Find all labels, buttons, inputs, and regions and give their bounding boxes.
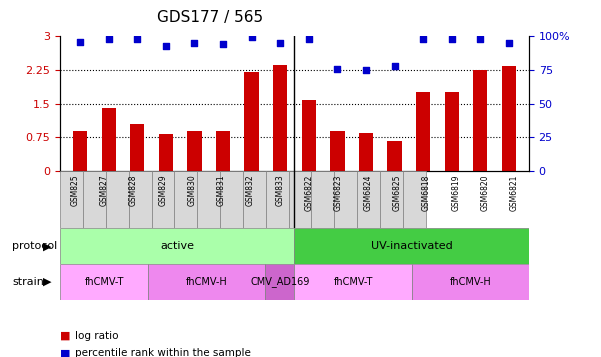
- Text: GSM827: GSM827: [100, 174, 109, 206]
- Bar: [359, 133, 373, 171]
- FancyBboxPatch shape: [412, 264, 529, 300]
- Text: ▶: ▶: [43, 277, 51, 287]
- Text: protocol: protocol: [12, 241, 57, 251]
- Text: fhCMV-T: fhCMV-T: [334, 277, 373, 287]
- Text: GSM6824: GSM6824: [363, 174, 372, 211]
- Bar: [273, 65, 287, 171]
- FancyBboxPatch shape: [311, 171, 334, 228]
- Text: GSM833: GSM833: [275, 174, 284, 206]
- Point: [161, 43, 171, 49]
- Text: fhCMV-H: fhCMV-H: [450, 277, 491, 287]
- Bar: [330, 131, 344, 171]
- Bar: [188, 131, 201, 171]
- Text: percentile rank within the sample: percentile rank within the sample: [75, 348, 251, 357]
- FancyBboxPatch shape: [294, 228, 529, 264]
- Text: GSM829: GSM829: [158, 174, 167, 206]
- FancyBboxPatch shape: [148, 264, 265, 300]
- Text: strain: strain: [12, 277, 44, 287]
- Point: [504, 40, 514, 46]
- Bar: [445, 92, 459, 171]
- Bar: [130, 124, 144, 171]
- FancyBboxPatch shape: [83, 171, 106, 228]
- Point: [75, 39, 85, 44]
- Text: ▶: ▶: [43, 241, 51, 251]
- FancyBboxPatch shape: [60, 264, 148, 300]
- Text: GSM6820: GSM6820: [480, 174, 489, 211]
- FancyBboxPatch shape: [380, 171, 403, 228]
- Text: ■: ■: [60, 348, 70, 357]
- Point: [447, 36, 457, 42]
- Point: [304, 36, 314, 42]
- FancyBboxPatch shape: [174, 171, 197, 228]
- Text: GSM831: GSM831: [217, 174, 226, 206]
- FancyBboxPatch shape: [266, 171, 288, 228]
- FancyBboxPatch shape: [403, 171, 426, 228]
- FancyBboxPatch shape: [60, 171, 83, 228]
- Text: GSM825: GSM825: [70, 174, 79, 206]
- FancyBboxPatch shape: [357, 171, 380, 228]
- FancyBboxPatch shape: [288, 171, 311, 228]
- Point: [418, 36, 428, 42]
- Point: [104, 36, 114, 42]
- Text: fhCMV-H: fhCMV-H: [186, 277, 227, 287]
- Bar: [245, 72, 259, 171]
- Text: GSM6822: GSM6822: [305, 174, 314, 211]
- Point: [218, 41, 228, 47]
- Text: active: active: [160, 241, 194, 251]
- Point: [361, 67, 371, 73]
- FancyBboxPatch shape: [129, 171, 151, 228]
- Text: fhCMV-T: fhCMV-T: [84, 277, 124, 287]
- Text: ■: ■: [60, 331, 70, 341]
- Bar: [473, 70, 487, 171]
- Bar: [502, 66, 516, 171]
- FancyBboxPatch shape: [60, 228, 294, 264]
- FancyBboxPatch shape: [106, 171, 129, 228]
- Bar: [102, 108, 116, 171]
- Point: [332, 66, 342, 71]
- Point: [389, 64, 399, 69]
- Bar: [302, 100, 316, 171]
- Text: GDS177 / 565: GDS177 / 565: [157, 10, 263, 25]
- Text: GSM6825: GSM6825: [392, 174, 401, 211]
- Bar: [416, 92, 430, 171]
- Text: GSM828: GSM828: [129, 174, 138, 206]
- Point: [247, 34, 257, 40]
- FancyBboxPatch shape: [294, 264, 412, 300]
- Text: log ratio: log ratio: [75, 331, 118, 341]
- Text: GSM830: GSM830: [188, 174, 197, 206]
- Text: CMV_AD169: CMV_AD169: [250, 277, 310, 287]
- FancyBboxPatch shape: [243, 171, 266, 228]
- Bar: [73, 131, 87, 171]
- Bar: [216, 131, 230, 171]
- Text: UV-inactivated: UV-inactivated: [371, 241, 453, 251]
- Point: [132, 36, 142, 42]
- Text: GSM6818: GSM6818: [422, 174, 431, 211]
- FancyBboxPatch shape: [334, 171, 357, 228]
- Point: [190, 40, 200, 46]
- Bar: [159, 134, 173, 171]
- FancyBboxPatch shape: [265, 264, 294, 300]
- Bar: [388, 141, 401, 171]
- FancyBboxPatch shape: [151, 171, 174, 228]
- Text: GSM6819: GSM6819: [451, 174, 460, 211]
- Point: [275, 41, 285, 46]
- FancyBboxPatch shape: [220, 171, 243, 228]
- Text: GSM6821: GSM6821: [510, 174, 519, 211]
- Point: [475, 36, 485, 42]
- FancyBboxPatch shape: [197, 171, 220, 228]
- Text: GSM6823: GSM6823: [334, 174, 343, 211]
- Text: GSM832: GSM832: [246, 174, 255, 206]
